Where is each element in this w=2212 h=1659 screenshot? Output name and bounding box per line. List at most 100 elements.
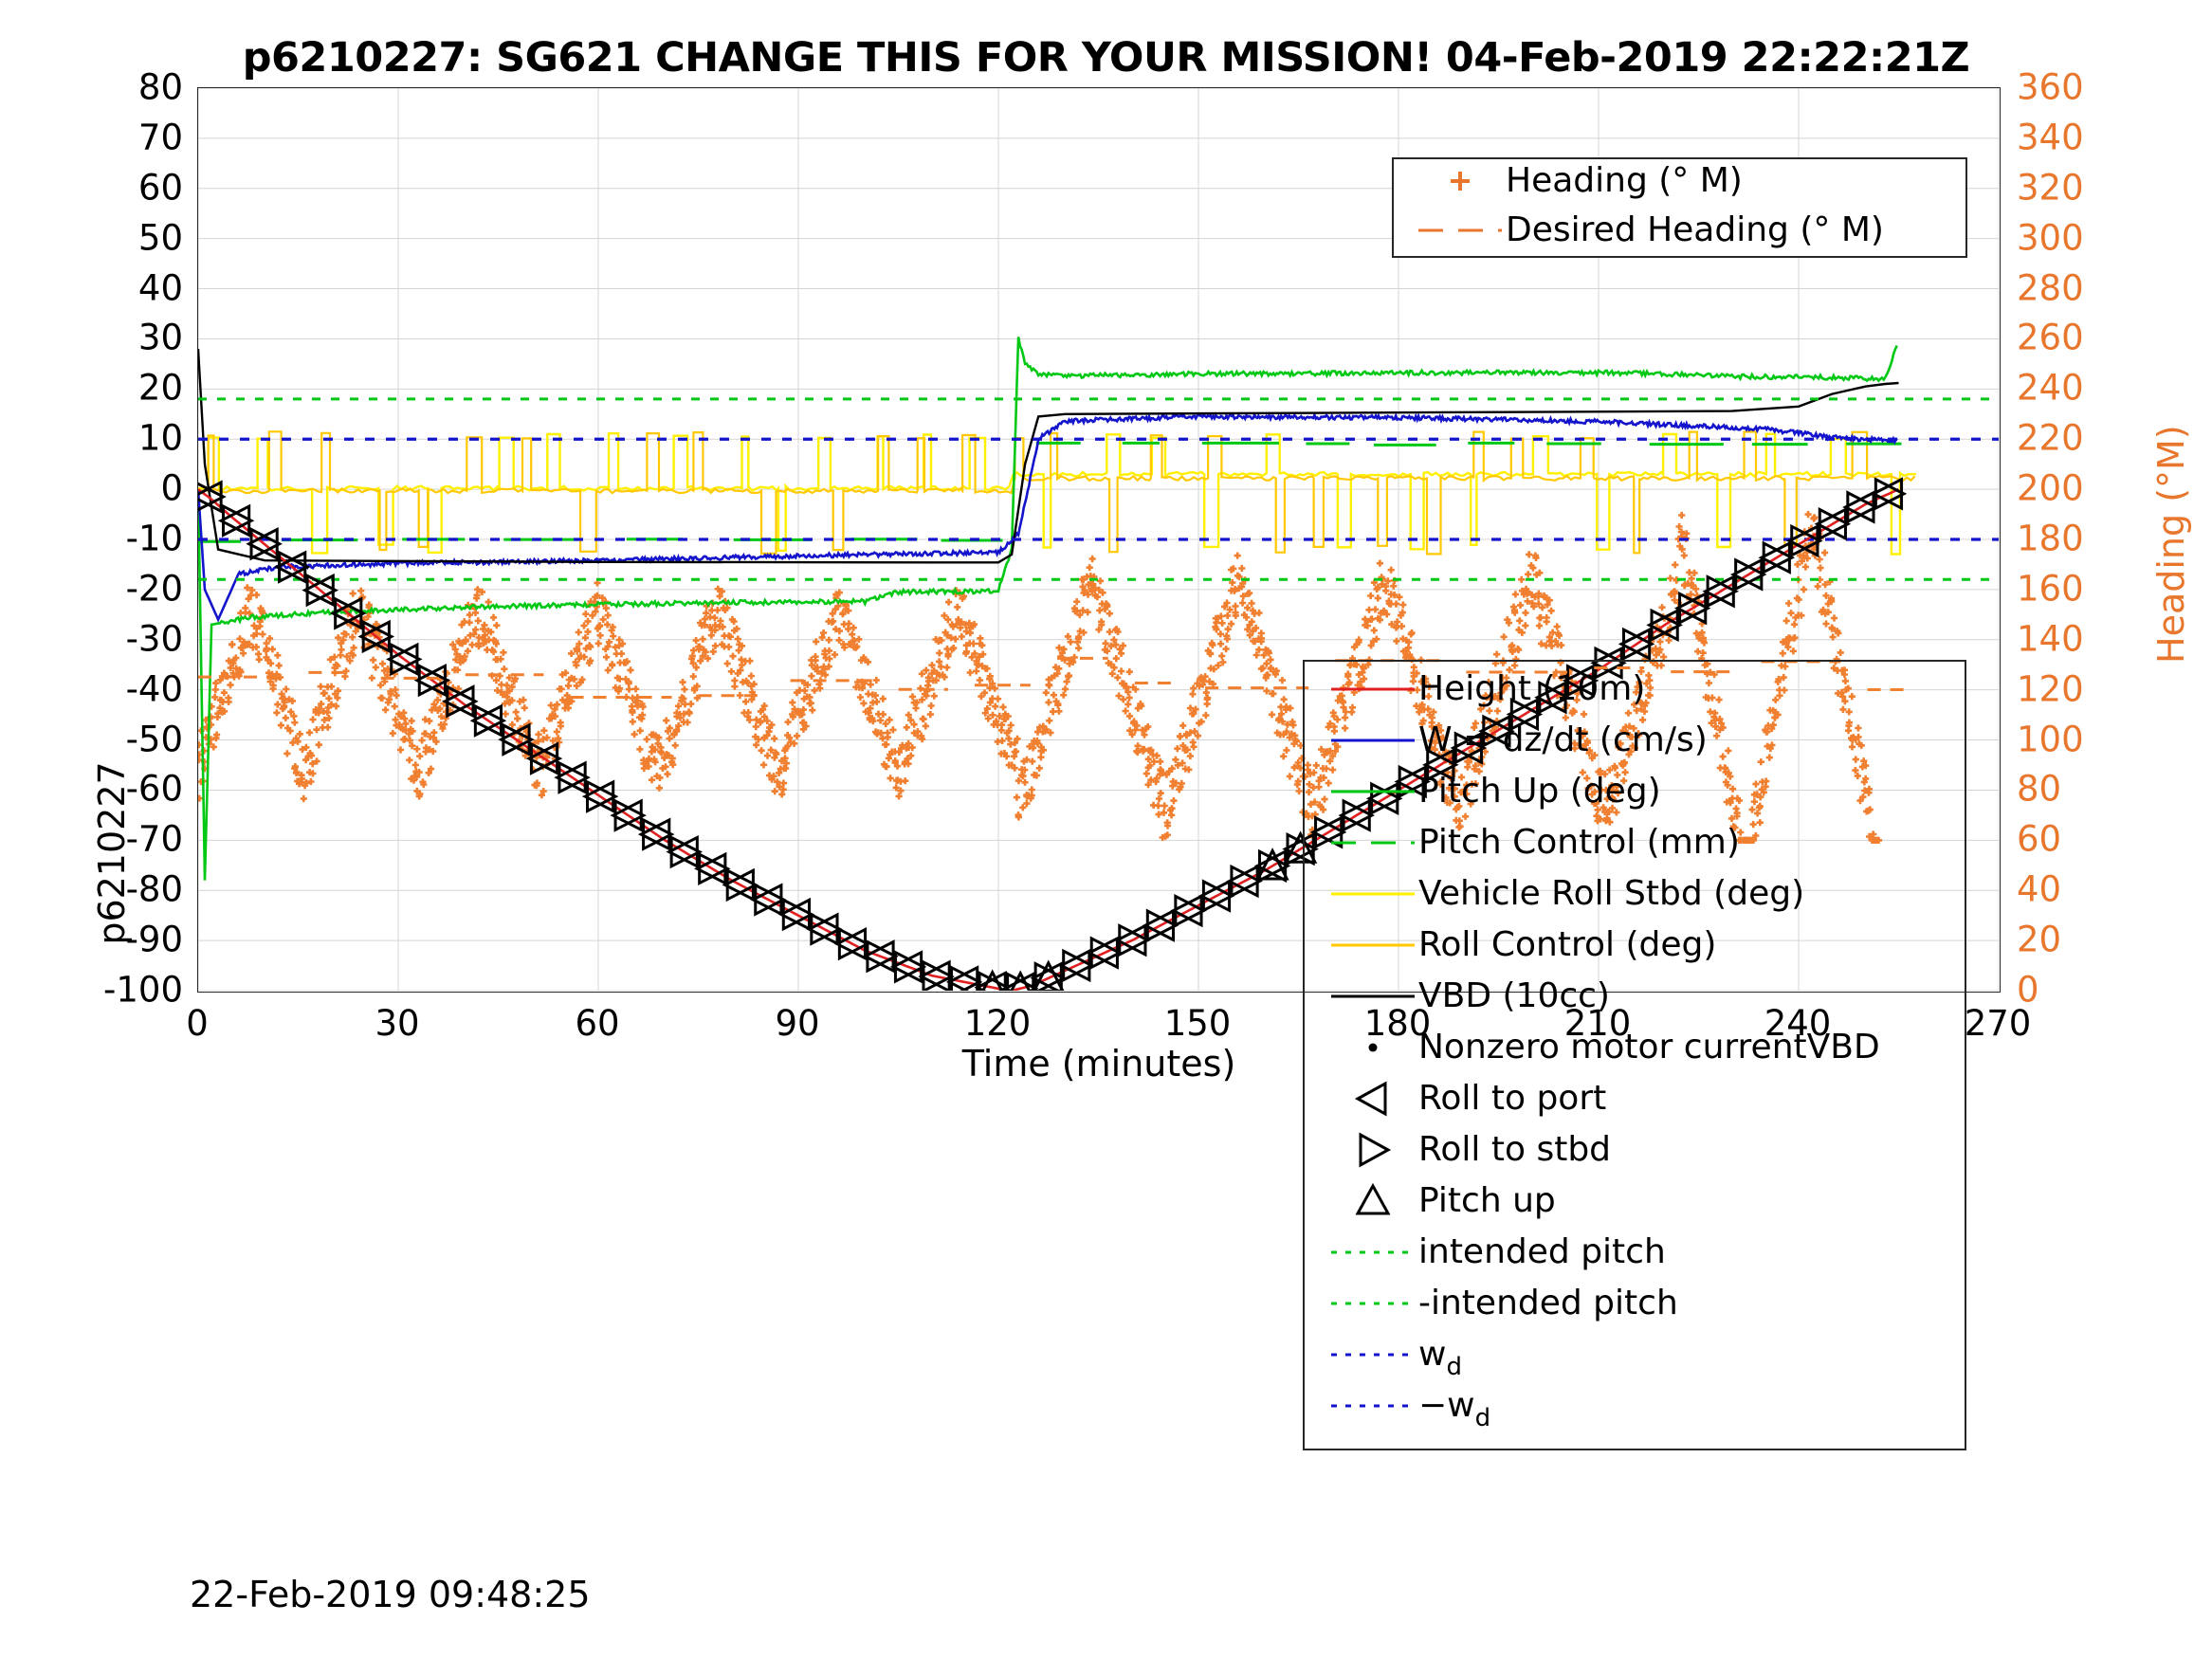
plot-canvas <box>198 88 1999 991</box>
legend-item[interactable]: Nonzero motor currentVBD <box>1327 1028 1880 1066</box>
legend-item-label: intended pitch <box>1418 1232 1666 1271</box>
legend-item[interactable]: -intended pitch <box>1327 1284 1678 1322</box>
x-tick: 240 <box>1764 1003 1832 1044</box>
y-tick-right: 320 <box>2017 167 2084 209</box>
legend-item[interactable]: Pitch Up (deg) <box>1327 772 1661 811</box>
y-tick-left: -50 <box>125 719 183 760</box>
main-legend: Height (10m) W = dz/dt (cm/s) Pitch Up (de… <box>1303 660 1966 1450</box>
legend-marker-line <box>1331 738 1415 741</box>
legend-item-label: Desired Heading (° M) <box>1506 210 1884 249</box>
legend-item-label: Roll to stbd <box>1418 1130 1612 1169</box>
y-tick-left: -10 <box>125 518 183 559</box>
legend-item[interactable]: Height (10m) <box>1327 669 1645 708</box>
legend-item-label: -intended pitch <box>1418 1284 1678 1322</box>
y-tick-left: 50 <box>137 217 183 259</box>
y-tick-left: 30 <box>137 317 183 358</box>
legend-item-label: Vehicle Roll Stbd (deg) <box>1418 874 1805 913</box>
y-tick-right: 60 <box>2017 818 2062 860</box>
x-tick: 180 <box>1363 1003 1432 1044</box>
legend-marker-line <box>1331 994 1415 997</box>
legend-item-label: Nonzero motor currentVBD <box>1418 1028 1880 1066</box>
legend-sample <box>1327 1131 1418 1169</box>
legend-marker-tri-up <box>1355 1182 1391 1214</box>
legend-marker-dot <box>1368 1043 1378 1051</box>
legend-item-label: −wd <box>1418 1386 1491 1432</box>
legend-item-label: Height (10m) <box>1418 669 1646 708</box>
legend-item[interactable]: Roll Control (deg) <box>1327 925 1716 964</box>
y-tick-left: 60 <box>137 167 183 209</box>
y-tick-left: 20 <box>137 367 183 409</box>
legend-item[interactable]: wd <box>1327 1335 1462 1381</box>
y-tick-left: -60 <box>125 768 183 810</box>
y-tick-left: 10 <box>137 417 183 459</box>
legend-item[interactable]: Desired Heading (° M) <box>1415 210 1884 249</box>
legend-item[interactable]: Pitch up <box>1327 1181 1556 1220</box>
y-tick-left: 80 <box>137 66 183 108</box>
legend-marker-dotted-line <box>1331 1404 1415 1407</box>
y-tick-right: 280 <box>2017 267 2084 309</box>
x-tick: 90 <box>775 1003 820 1044</box>
y-tick-right: 20 <box>2017 919 2062 960</box>
legend-item[interactable]: Vehicle Roll Stbd (deg) <box>1327 874 1804 913</box>
y-tick-left: 0 <box>160 467 183 509</box>
legend-item-label: Pitch up <box>1418 1181 1556 1220</box>
legend-item[interactable]: intended pitch <box>1327 1232 1666 1271</box>
legend-sample <box>1327 1387 1418 1425</box>
footer-timestamp: 22-Feb-2019 09:48:25 <box>190 1574 591 1615</box>
series-w-dzdt <box>198 411 1898 623</box>
y-axis-left-label: p6210227 <box>91 761 133 945</box>
x-tick: 270 <box>1964 1003 2032 1044</box>
legend-item-label: Roll Control (deg) <box>1418 925 1717 964</box>
x-tick: 30 <box>375 1003 420 1044</box>
legend-marker-dotted-line <box>1331 1250 1415 1253</box>
legend-item-label: Pitch Control (mm) <box>1418 823 1740 862</box>
y-tick-left: 40 <box>137 267 183 309</box>
x-tick: 120 <box>963 1003 1032 1044</box>
y-tick-right: 260 <box>2017 317 2084 358</box>
legend-marker-dashed-line <box>1418 228 1502 231</box>
legend-sample <box>1415 211 1506 249</box>
legend-item-label: wd <box>1418 1335 1462 1381</box>
legend-marker-dotted-line <box>1331 1353 1415 1356</box>
legend-item[interactable]: Pitch Control (mm) <box>1327 823 1740 862</box>
y-tick-right: 120 <box>2017 668 2084 710</box>
y-tick-left: 70 <box>137 117 183 158</box>
series-vbd <box>198 348 1899 564</box>
roll-pitch-markers <box>198 477 1908 991</box>
legend-sample <box>1327 721 1418 759</box>
series-roll-control <box>198 430 1916 556</box>
legend-sample <box>1327 773 1418 811</box>
legend-item[interactable]: Roll to stbd <box>1327 1130 1611 1169</box>
legend-marker-line <box>1331 892 1415 895</box>
legend-sample <box>1327 1233 1418 1271</box>
y-tick-right: 300 <box>2017 217 2084 259</box>
legend-item-label: Heading (° M) <box>1506 161 1743 200</box>
legend-sample <box>1327 824 1418 862</box>
chart-title: p6210227: SG621 CHANGE THIS FOR YOUR MIS… <box>242 34 1970 82</box>
x-axis-label: Time (minutes) <box>961 1043 1236 1085</box>
y-tick-right: 100 <box>2017 719 2084 760</box>
x-tick: 0 <box>186 1003 209 1044</box>
y-axis-right-label: Heading (°M) <box>2150 425 2192 664</box>
y-tick-left: -70 <box>125 818 183 860</box>
legend-sample <box>1327 1080 1418 1118</box>
legend-item[interactable]: Heading (° M) <box>1415 161 1743 200</box>
legend-item-label: Pitch Up (deg) <box>1418 772 1661 811</box>
series-pitch-up <box>198 337 1898 881</box>
legend-item-label: VBD (10cc) <box>1418 976 1610 1015</box>
legend-item[interactable]: −wd <box>1327 1386 1491 1432</box>
x-tick: 210 <box>1563 1003 1632 1044</box>
legend-item[interactable]: Roll to port <box>1327 1079 1606 1118</box>
legend-marker-line <box>1331 790 1415 793</box>
legend-sample <box>1327 875 1418 913</box>
legend-marker-line <box>1331 943 1415 946</box>
y-tick-right: 360 <box>2017 66 2084 108</box>
legend-sample <box>1415 162 1506 200</box>
legend-item[interactable]: W = dz/dt (cm/s) <box>1327 720 1708 759</box>
legend-marker-dotted-line <box>1331 1302 1415 1304</box>
y-tick-left: -20 <box>125 568 183 610</box>
legend-item[interactable]: VBD (10cc) <box>1327 976 1610 1015</box>
y-tick-right: 240 <box>2017 367 2084 409</box>
plot-axes <box>197 87 2001 993</box>
y-tick-right: 40 <box>2017 868 2062 910</box>
